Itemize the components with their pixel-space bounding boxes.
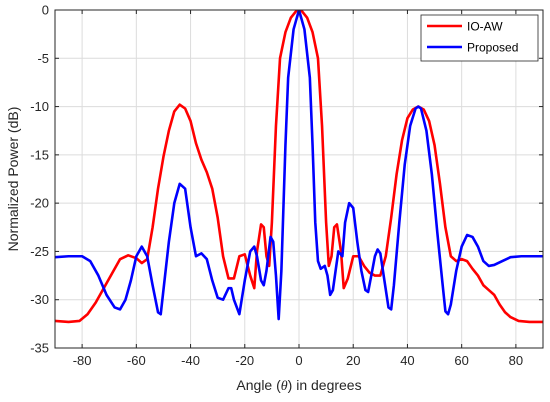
series-line-io-aw — [55, 10, 543, 324]
axis-ticks — [55, 9, 543, 349]
y-tick-label: -5 — [37, 51, 49, 66]
legend-label: Proposed — [467, 41, 518, 55]
legend-box — [420, 14, 539, 62]
x-axis-title: Angle (θ) in degrees — [236, 377, 361, 394]
series-lines — [55, 10, 543, 324]
legend-items: IO-AW Proposed — [427, 20, 518, 55]
legend: IO-AW Proposed — [420, 14, 539, 62]
x-axis-title-prefix: Angle ( — [236, 377, 281, 393]
x-tick-label: 40 — [400, 353, 414, 368]
x-axis-title-suffix: ) in degrees — [288, 377, 362, 393]
y-tick-label: -25 — [30, 244, 49, 259]
legend-label: IO-AW — [467, 20, 503, 34]
y-tick-label: -30 — [30, 292, 49, 307]
x-tick-label: -20 — [235, 353, 254, 368]
x-tick-label: -40 — [181, 353, 200, 368]
x-axis-title-symbol: θ — [281, 379, 288, 394]
y-tick-label: -15 — [30, 147, 49, 162]
y-tick-label: -35 — [30, 341, 49, 356]
y-tick-label: -20 — [30, 196, 49, 211]
y-tick-label: -10 — [30, 99, 49, 114]
x-tick-label: 20 — [346, 353, 360, 368]
x-tick-label: -80 — [73, 353, 92, 368]
x-tick-label: -60 — [127, 353, 146, 368]
y-axis-title: Normalized Power (dB) — [5, 107, 21, 252]
x-tick-label: 60 — [454, 353, 468, 368]
series-line-proposed — [55, 10, 543, 321]
tick-labels: -80 -60 -40 -20 0 20 40 60 80 0 -5 -10 -15 -20 -25 -30 -… — [30, 3, 523, 369]
x-tick-label: 80 — [509, 353, 523, 368]
y-tick-label: 0 — [42, 3, 49, 18]
x-tick-label: 0 — [295, 353, 302, 368]
